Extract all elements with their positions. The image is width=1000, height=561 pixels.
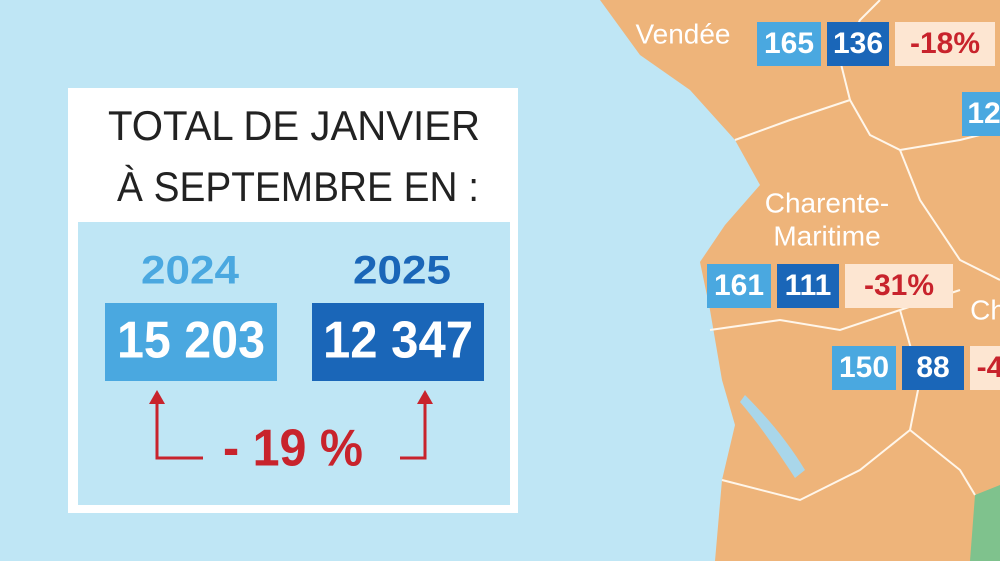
stat-value: 136 bbox=[833, 27, 883, 60]
stat-value: 88 bbox=[916, 351, 949, 384]
year-label: 2025 bbox=[353, 249, 451, 293]
arrow-head bbox=[417, 390, 433, 404]
total-value: 15 203 bbox=[117, 312, 265, 370]
region-green bbox=[970, 485, 1000, 561]
stat-box bbox=[707, 264, 771, 308]
summary-title: À SEPTEMBRE EN : bbox=[117, 163, 479, 210]
estuary bbox=[740, 395, 805, 478]
stat-change: -31% bbox=[864, 269, 934, 302]
stat-change: -18% bbox=[910, 27, 980, 60]
stat-box bbox=[970, 346, 1000, 390]
stat-box bbox=[827, 22, 889, 66]
change-arrows bbox=[155, 400, 427, 460]
stat-value: 12 bbox=[967, 97, 1000, 130]
stat-box bbox=[845, 264, 953, 308]
stat-change: -4 bbox=[977, 351, 1000, 384]
stat-box bbox=[757, 22, 821, 66]
department-name: Ch bbox=[970, 294, 1000, 325]
department-name: Vendée bbox=[636, 18, 731, 49]
stat-value: 111 bbox=[785, 269, 832, 302]
year-label: 2024 bbox=[141, 249, 240, 293]
total-change: - 19 % bbox=[223, 420, 363, 478]
summary-title: TOTAL DE JANVIER bbox=[108, 102, 480, 149]
stat-box bbox=[902, 346, 964, 390]
stat-box bbox=[962, 92, 1000, 136]
total-value: 12 347 bbox=[323, 312, 473, 370]
department-name: Maritime bbox=[773, 220, 880, 251]
stat-value: 165 bbox=[764, 27, 814, 60]
stat-box bbox=[895, 22, 995, 66]
stat-box bbox=[777, 264, 839, 308]
arrow-head bbox=[149, 390, 165, 404]
borders bbox=[709, 0, 1000, 502]
stat-value: 150 bbox=[839, 351, 889, 384]
total-box bbox=[105, 303, 277, 381]
stat-box bbox=[832, 346, 896, 390]
stat-value: 161 bbox=[714, 269, 764, 302]
total-box bbox=[312, 303, 484, 381]
department-name: Charente- bbox=[765, 187, 890, 218]
